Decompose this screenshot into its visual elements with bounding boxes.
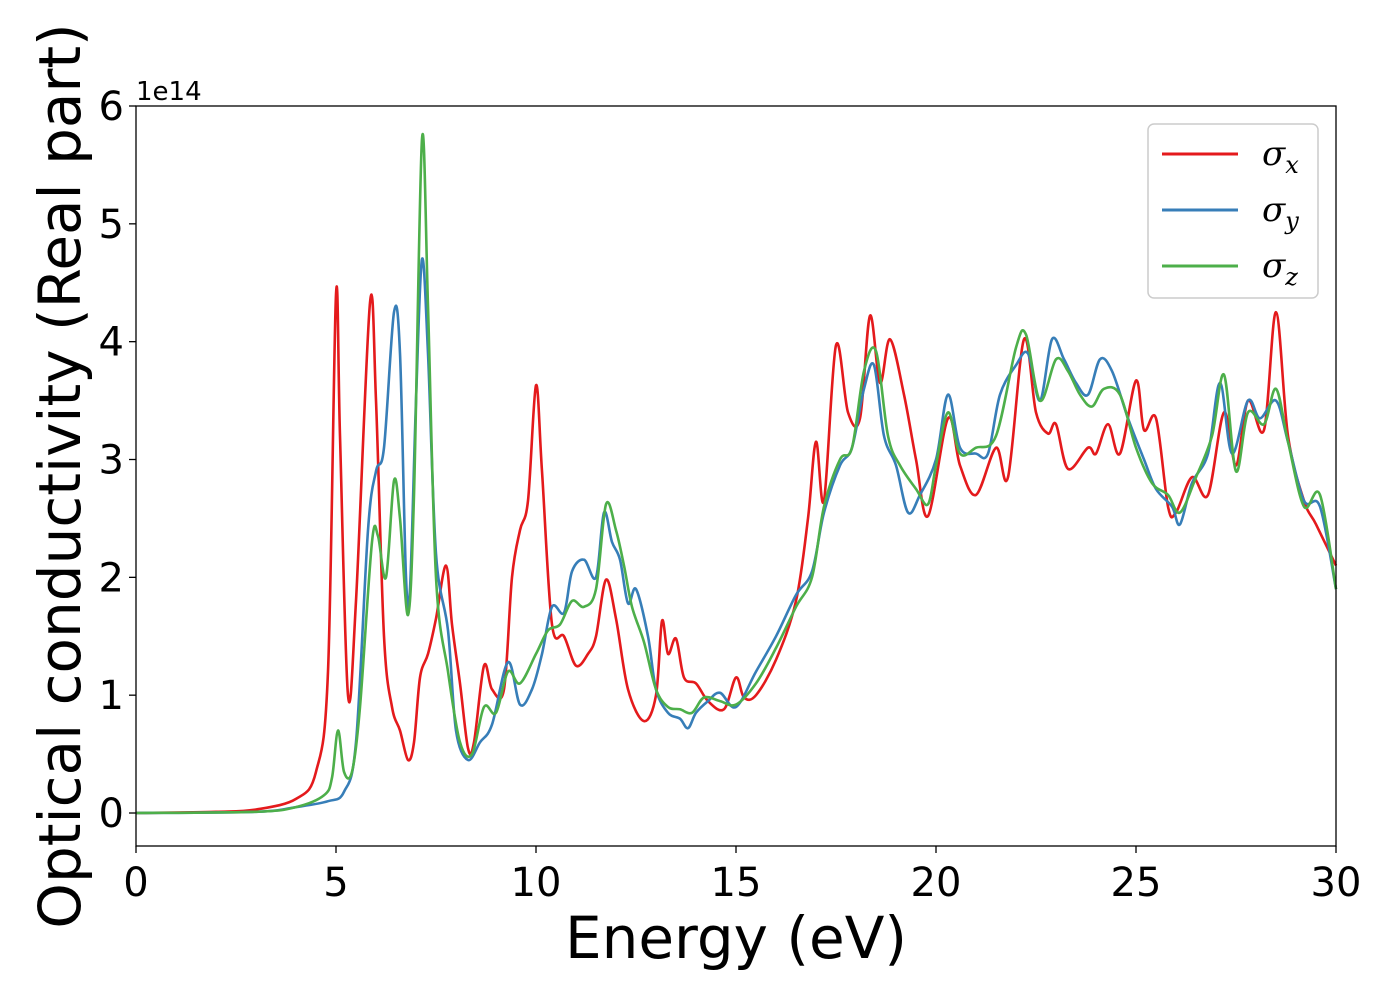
legend-subscript: x: [1285, 151, 1299, 179]
series-line-sigma-z: [135, 132, 1338, 815]
y-tick-label: 0: [99, 791, 124, 837]
x-axis-ticks: 0 5 10 15 20 25 30: [123, 846, 1361, 906]
y-tick-label: 3: [99, 438, 124, 484]
x-tick-label: 0: [123, 860, 148, 906]
y-tick-label: 6: [99, 84, 124, 130]
y-tick-label: 5: [99, 202, 124, 248]
x-tick-label: 5: [323, 860, 348, 906]
y-tick-label: 1: [99, 673, 124, 719]
plot-lines: [135, 132, 1338, 815]
y-tick-label: 4: [99, 320, 124, 366]
x-tick-label: 10: [511, 860, 562, 906]
x-tick-label: 20: [911, 860, 962, 906]
x-axis-label: Energy (eV): [565, 904, 907, 972]
series-line-sigma-x: [135, 285, 1338, 815]
legend-subscript: y: [1284, 207, 1299, 235]
x-tick-label: 30: [1311, 860, 1362, 906]
x-tick-label: 15: [711, 860, 762, 906]
legend-label-sigma-z: σz: [1262, 246, 1298, 291]
y-tick-label: 2: [99, 555, 124, 601]
y-axis-label: Optical conductivity (Real part): [26, 23, 94, 928]
series-line-sigma-y: [135, 257, 1338, 815]
y-axis-ticks: 0 1 2 3 4 5 6: [99, 84, 136, 837]
y-offset-label: 1e14: [136, 77, 202, 107]
legend-subscript: z: [1284, 263, 1298, 291]
x-tick-label: 25: [1111, 860, 1162, 906]
